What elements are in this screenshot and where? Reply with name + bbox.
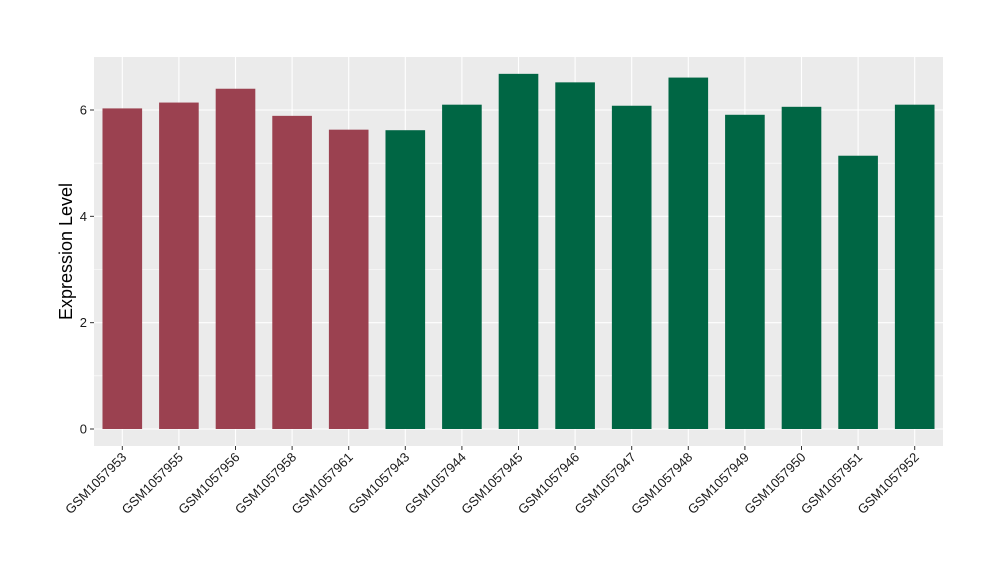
bar-GSM1057945 — [498, 73, 539, 429]
bar-GSM1057953 — [102, 108, 143, 429]
y-tick-label: 0 — [80, 422, 87, 437]
bars — [102, 73, 935, 430]
bar-GSM1057951 — [838, 155, 878, 429]
y-tick-label: 2 — [80, 315, 87, 330]
y-axis-title: Expression Level — [56, 183, 76, 320]
bar-GSM1057947 — [611, 105, 652, 429]
bar-GSM1057948 — [668, 77, 709, 430]
bar-GSM1057961 — [328, 129, 369, 429]
bar-GSM1057950 — [781, 106, 822, 429]
bar-GSM1057943 — [385, 130, 426, 429]
bar-GSM1057952 — [894, 104, 935, 429]
y-axis: 0 2 4 6 — [80, 103, 94, 437]
bar-GSM1057955 — [159, 102, 199, 429]
bar-GSM1057958 — [272, 115, 312, 430]
bar-GSM1057944 — [442, 104, 482, 429]
y-tick-label: 6 — [80, 103, 87, 118]
bar-GSM1057956 — [215, 88, 256, 429]
bar-GSM1057946 — [555, 82, 595, 429]
bar-GSM1057949 — [725, 114, 765, 429]
x-axis: GSM1057953GSM1057955GSM1057956GSM1057958… — [62, 446, 922, 517]
y-tick-label: 4 — [80, 209, 87, 224]
